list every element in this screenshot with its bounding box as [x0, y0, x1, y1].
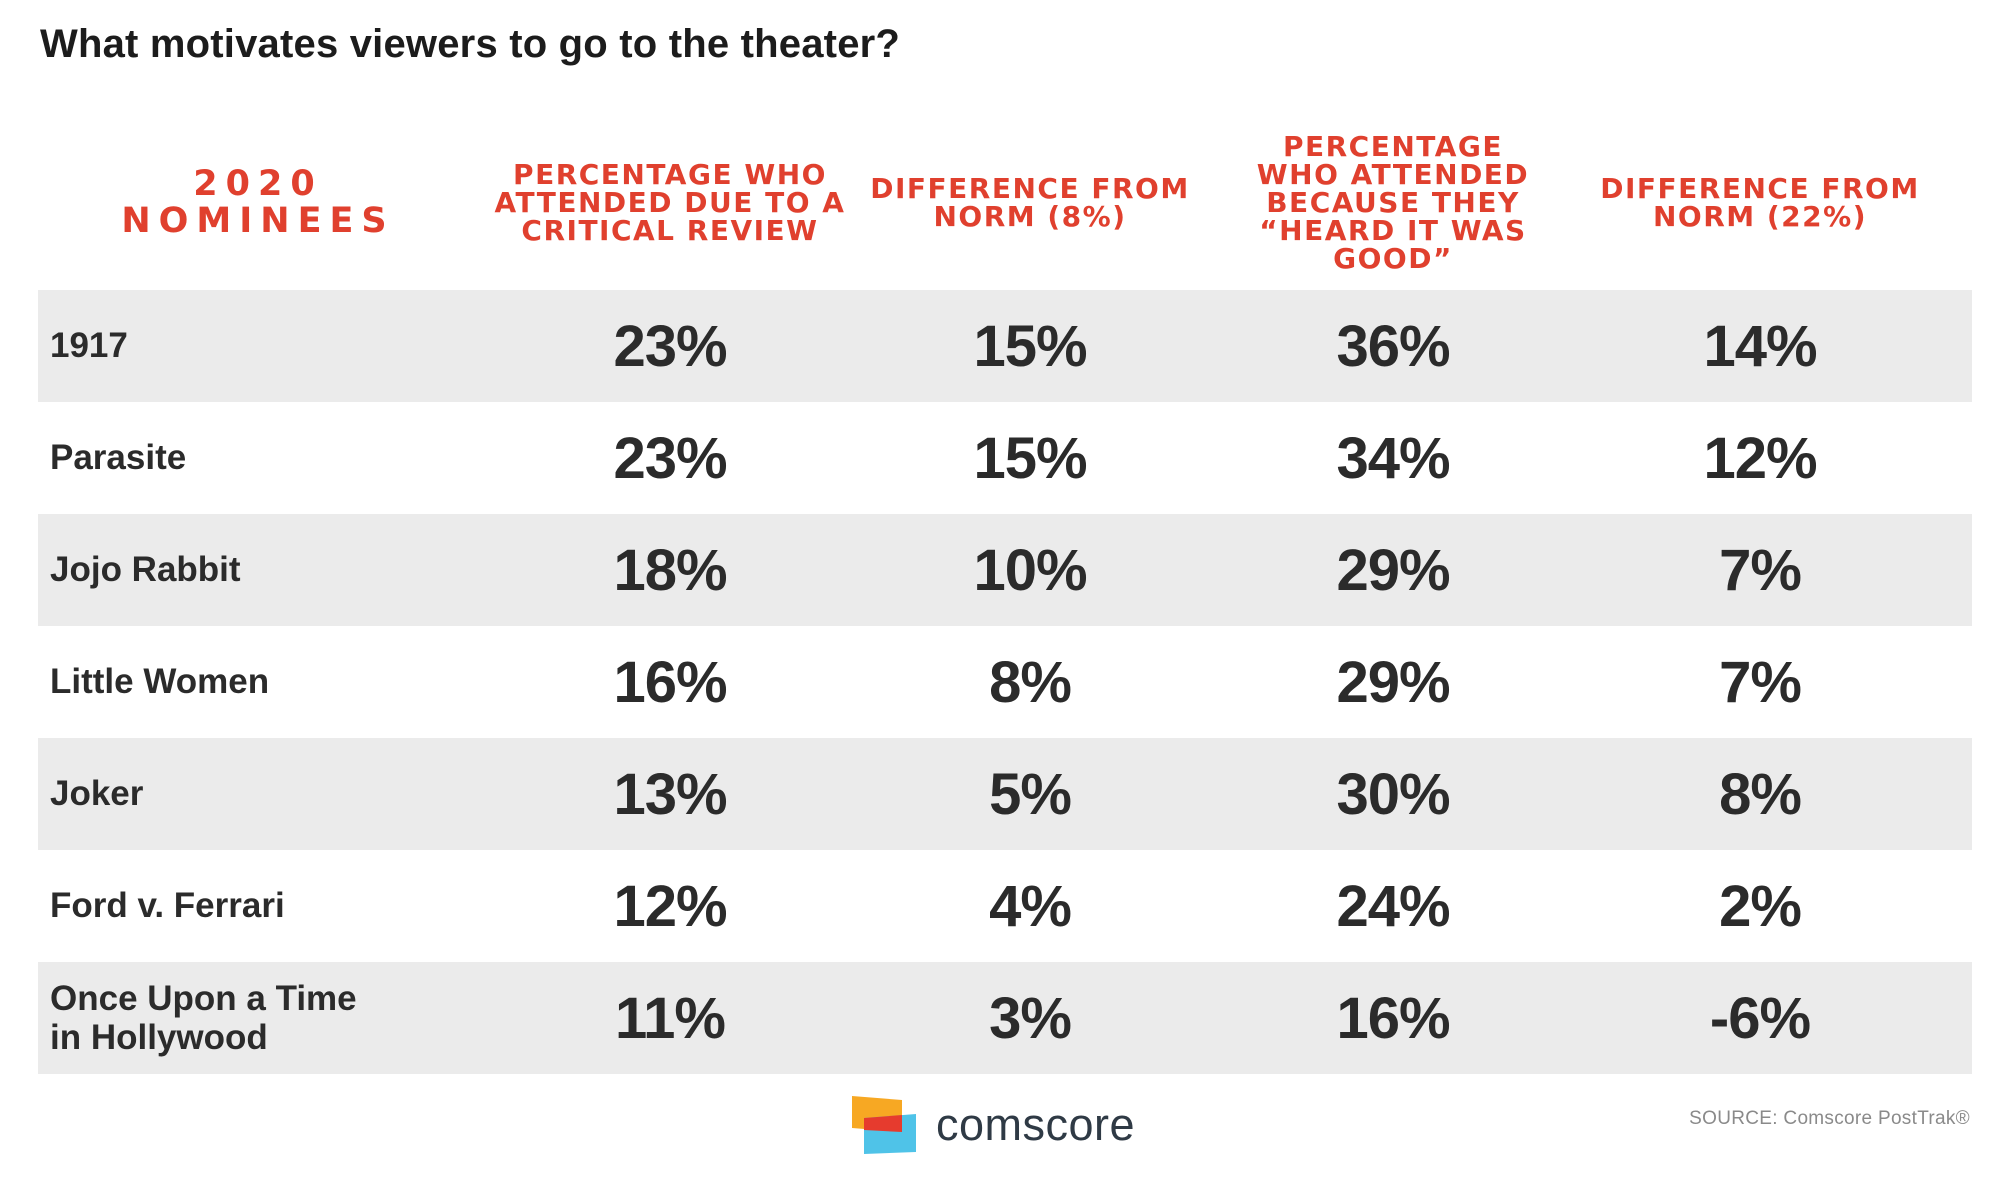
table-row: Jojo Rabbit 18% 10% 29% 7%	[38, 514, 1972, 626]
data-value: 36%	[1336, 313, 1450, 379]
row-label: 1917	[50, 290, 470, 402]
source-note: SOURCE: Comscore PostTrak®	[1689, 1108, 1970, 1129]
row-label-line: Little Women	[50, 662, 270, 702]
comscore-logo-icon	[852, 1096, 916, 1154]
data-value: 7%	[1719, 649, 1802, 715]
data-value: 23%	[613, 425, 727, 491]
row-label: Jojo Rabbit	[50, 514, 470, 626]
data-value: 4%	[989, 873, 1072, 939]
table-row: Once Upon a Time in Hollywood 11% 3% 16% -6%	[38, 962, 1972, 1074]
column-header-line: DIFFERENCE FROM	[870, 171, 1190, 205]
column-header-line: “HEARD IT WAS	[1259, 213, 1527, 247]
data-value: 14%	[1703, 313, 1817, 379]
column-header-line: WHO ATTENDED	[1256, 157, 1530, 191]
data-value: 12%	[1703, 425, 1817, 491]
row-label-line: Joker	[50, 774, 144, 814]
data-value: 11%	[615, 985, 726, 1051]
data-value: 2%	[1719, 873, 1802, 939]
column-header-line: 2020	[193, 163, 323, 204]
data-value: 15%	[973, 313, 1087, 379]
column-header-1: PERCENTAGE WHO ATTENDED DUE TO A CRITICAL …	[490, 115, 850, 290]
column-header-line: NORM (8%)	[933, 199, 1127, 233]
data-value: 7%	[1719, 537, 1802, 603]
comscore-logo: comscore	[850, 1095, 1135, 1155]
column-header-line: BECAUSE THEY	[1266, 185, 1520, 219]
row-label: Parasite	[50, 402, 470, 514]
row-label-line: Jojo Rabbit	[50, 550, 241, 590]
row-label: Once Upon a Time in Hollywood	[50, 962, 470, 1074]
row-label: Joker	[50, 738, 470, 850]
row-label-line: in Hollywood	[50, 1018, 268, 1057]
data-value: 30%	[1336, 761, 1450, 827]
row-label-line: Ford v. Ferrari	[50, 886, 285, 926]
table-row: Parasite 23% 15% 34% 12%	[38, 402, 1972, 514]
data-value: 8%	[989, 649, 1072, 715]
row-label-line: 1917	[50, 326, 128, 366]
data-value: 18%	[613, 537, 727, 603]
table-header: 2020 NOMINEES PERCENTAGE WHO ATTENDED DUE T…	[38, 115, 1972, 290]
data-value: 13%	[613, 761, 727, 827]
data-value: 16%	[1336, 985, 1450, 1051]
data-value: 5%	[989, 761, 1072, 827]
column-header-line: PERCENTAGE WHO	[513, 157, 827, 191]
column-header-nominees: 2020 NOMINEES	[68, 115, 448, 290]
data-value: 23%	[613, 313, 727, 379]
row-label-line: Once Upon a Time	[50, 978, 357, 1018]
column-header-3: PERCENTAGE WHO ATTENDED BECAUSE THEY “HEARD…	[1223, 115, 1563, 290]
column-header-line: DIFFERENCE FROM	[1600, 171, 1920, 205]
data-value: 15%	[973, 425, 1087, 491]
data-value: 3%	[989, 985, 1072, 1051]
row-label: Ford v. Ferrari	[50, 850, 470, 962]
data-value: 29%	[1336, 537, 1450, 603]
data-value: 12%	[613, 873, 727, 939]
data-value: -6%	[1709, 985, 1811, 1051]
data-value: 34%	[1336, 425, 1450, 491]
column-header-line: NORM (22%)	[1652, 199, 1867, 233]
column-header-line: PERCENTAGE	[1282, 129, 1503, 163]
column-header-line: CRITICAL REVIEW	[521, 213, 819, 247]
data-value: 16%	[613, 649, 727, 715]
column-header-4: DIFFERENCE FROM NORM (22%)	[1580, 115, 1940, 290]
brand-name: comscore	[936, 1099, 1136, 1150]
column-header-line: ATTENDED DUE TO A	[494, 185, 846, 219]
table-row: Little Women 16% 8% 29% 7%	[38, 626, 1972, 738]
data-table: 1917 23% 15% 36% 14% Parasite 23% 15% 34% 12% Jojo…	[38, 290, 1972, 1074]
data-value: 10%	[973, 537, 1087, 603]
row-label: Little Women	[50, 626, 470, 738]
logo-red-shape	[864, 1115, 902, 1132]
row-label-line: Parasite	[50, 438, 187, 478]
chart-title: What motivates viewers to go to the thea…	[40, 22, 901, 66]
data-value: 29%	[1336, 649, 1450, 715]
table-row: Ford v. Ferrari 12% 4% 24% 2%	[38, 850, 1972, 962]
table-row: Joker 13% 5% 30% 8%	[38, 738, 1972, 850]
column-header-2: DIFFERENCE FROM NORM (8%)	[850, 115, 1210, 290]
column-header-line: NOMINEES	[121, 200, 395, 241]
column-header-line: GOOD”	[1333, 241, 1453, 275]
data-value: 24%	[1336, 873, 1450, 939]
data-value: 8%	[1719, 761, 1802, 827]
table-row: 1917 23% 15% 36% 14%	[38, 290, 1972, 402]
